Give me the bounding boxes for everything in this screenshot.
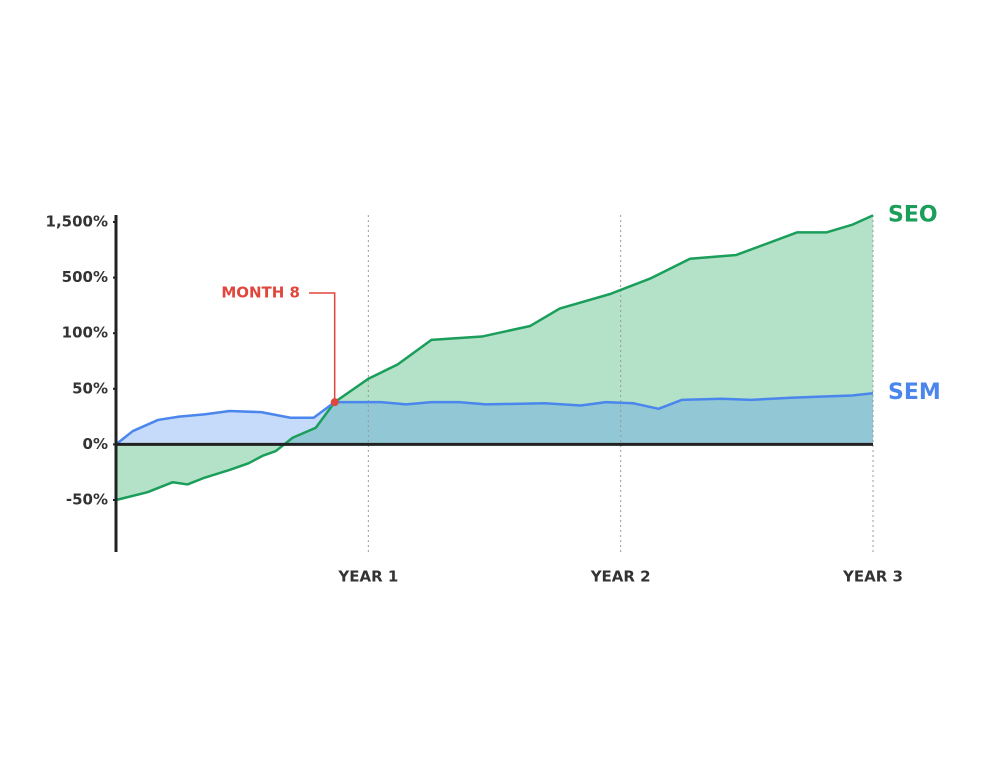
x-tick-label: YEAR 3: [842, 568, 903, 586]
y-tick-label: 50%: [72, 379, 108, 397]
y-tick-label: -50%: [66, 491, 108, 509]
x-tick-label: YEAR 1: [337, 568, 398, 586]
line: [115, 214, 874, 502]
annotation-label: MONTH 8: [221, 284, 300, 302]
annotation-leader: [309, 292, 336, 403]
y-tick-label: 100%: [62, 324, 108, 342]
y-tick-label: 1,500%: [46, 213, 108, 231]
area: [116, 215, 873, 500]
legend-label: SEO: [888, 202, 938, 227]
line: [115, 392, 874, 446]
y-tick-label: 0%: [83, 435, 108, 453]
x-tick-label: YEAR 2: [590, 568, 651, 586]
annotation-dot: [330, 398, 339, 407]
y-tick-label: 500%: [62, 268, 108, 286]
legend-label: SEM: [888, 380, 941, 405]
